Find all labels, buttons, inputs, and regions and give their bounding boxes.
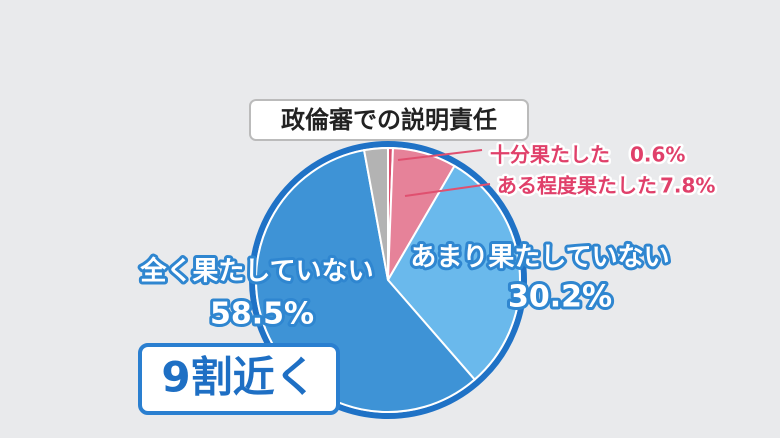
pie-slice (362, 146, 389, 281)
category-label: あまり果たしていない (410, 243, 669, 273)
annotation: 9割近く (161, 353, 316, 402)
value-label: 7.8% (660, 174, 715, 198)
title-box (249, 99, 529, 141)
value-label: 58.5% (210, 297, 314, 332)
leader-line (404, 183, 491, 197)
leader-line (397, 149, 483, 161)
badge (138, 343, 340, 415)
value-label: 30.2% (508, 280, 612, 315)
category-label: ある程度果たした (497, 174, 657, 198)
category-label: 十分果たした (490, 143, 610, 167)
pie-slice (386, 164, 521, 381)
value-label: 0.6% (630, 143, 685, 167)
pie-ring (249, 141, 527, 419)
category-label: 全く果たしていない (139, 256, 373, 287)
chart-title: 政倫審での説明責任 (281, 106, 497, 134)
